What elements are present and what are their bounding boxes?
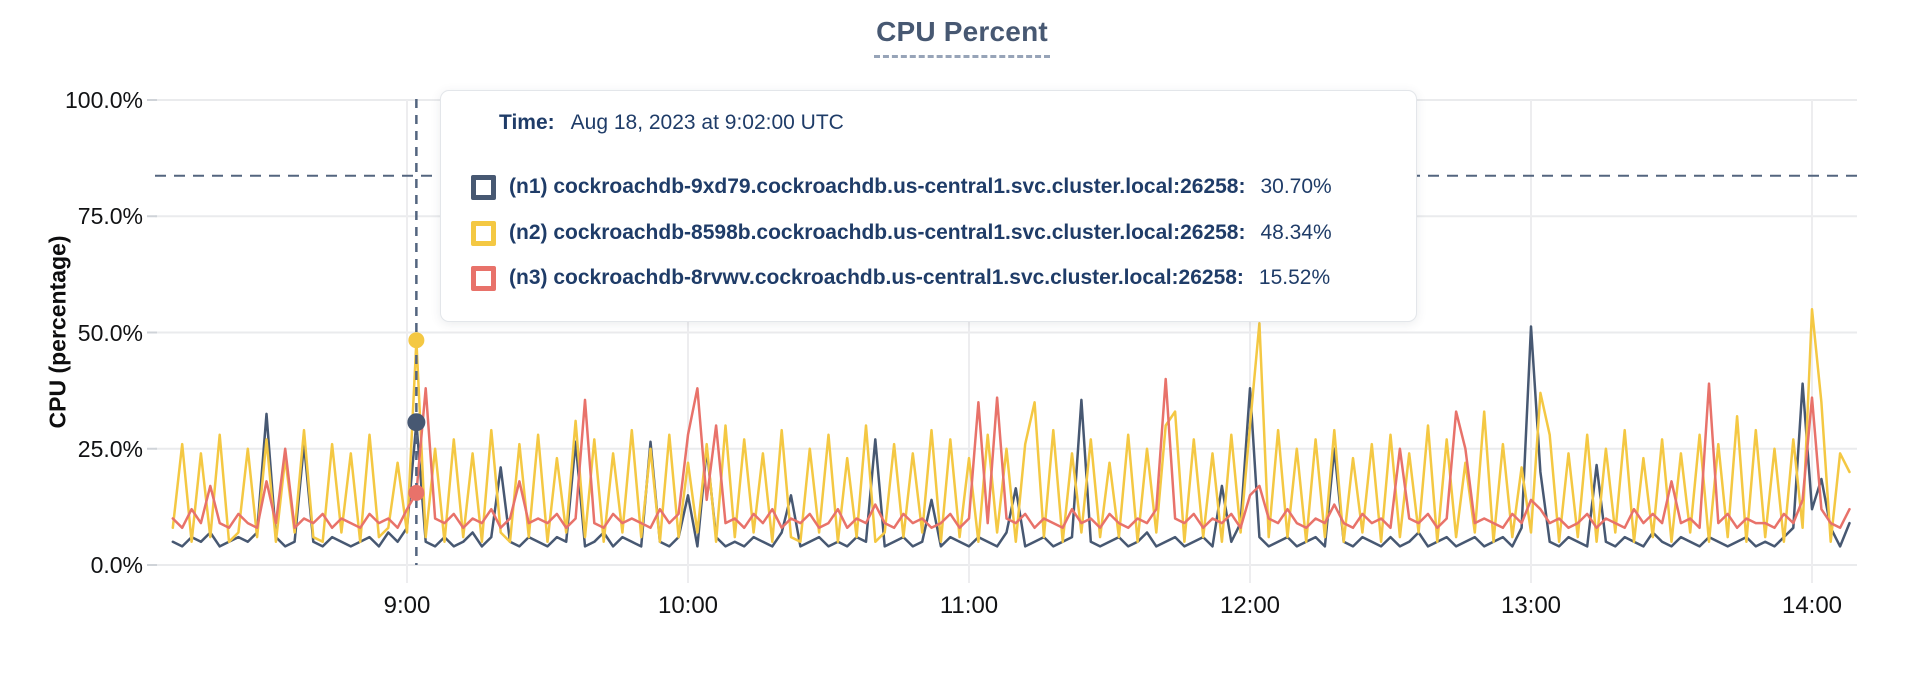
- tooltip-time-label: Time:: [499, 111, 555, 134]
- tooltip-node-name: (n3) cockroachdb-8rvwv.cockroachdb.us-ce…: [509, 266, 1244, 289]
- hover-point-dot: [408, 332, 425, 349]
- tooltip-time-value: Aug 18, 2023 at 9:02:00 UTC: [570, 111, 844, 134]
- tooltip-node-value: 48.34%: [1260, 221, 1332, 244]
- series-line: [171, 377, 1851, 530]
- chart-title-text[interactable]: CPU Percent: [874, 16, 1050, 58]
- tooltip-node-value: 15.52%: [1258, 266, 1331, 289]
- y-tick-label: 100.0%: [64, 87, 143, 113]
- tooltip-series-row: (n1) cockroachdb-9xd79.cockroachdb.us-ce…: [471, 173, 1332, 201]
- y-tick-label: 25.0%: [77, 435, 143, 462]
- tooltip-series-row: (n2) cockroachdb-8598b.cockroachdb.us-ce…: [471, 219, 1332, 247]
- x-tick-label: 12:00: [1219, 592, 1281, 619]
- x-tick-label: 13:00: [1500, 592, 1562, 619]
- hover-point-dot: [407, 413, 426, 432]
- series-legend-square-icon: [471, 265, 496, 291]
- series-line: [171, 308, 1851, 544]
- tooltip-node-name: (n1) cockroachdb-9xd79.cockroachdb.us-ce…: [509, 175, 1246, 198]
- tooltip-time-row: Time: Aug 18, 2023 at 9:02:00 UTC: [499, 109, 844, 137]
- x-tick-label: 9:00: [383, 592, 431, 619]
- tooltip-node-value: 30.70%: [1260, 175, 1332, 198]
- hover-point-dot: [408, 484, 425, 501]
- x-tick-label: 14:00: [1781, 592, 1843, 619]
- tooltip-node-name: (n2) cockroachdb-8598b.cockroachdb.us-ce…: [509, 221, 1246, 244]
- x-tick-label: 10:00: [657, 592, 719, 619]
- hover-tooltip: Time: Aug 18, 2023 at 9:02:00 UTC (n1) co…: [440, 90, 1417, 322]
- chart-title: CPU Percent: [0, 16, 1924, 58]
- x-tick-label: 11:00: [939, 592, 999, 619]
- y-tick-label: 0.0%: [90, 552, 143, 578]
- series-legend-square-icon: [471, 174, 496, 200]
- y-tick-label: 75.0%: [77, 203, 143, 230]
- series-legend-square-icon: [471, 220, 496, 246]
- series-line: [171, 325, 1851, 548]
- tooltip-series-row: (n3) cockroachdb-8rvwv.cockroachdb.us-ce…: [471, 264, 1330, 292]
- y-tick-label: 50.0%: [77, 319, 143, 346]
